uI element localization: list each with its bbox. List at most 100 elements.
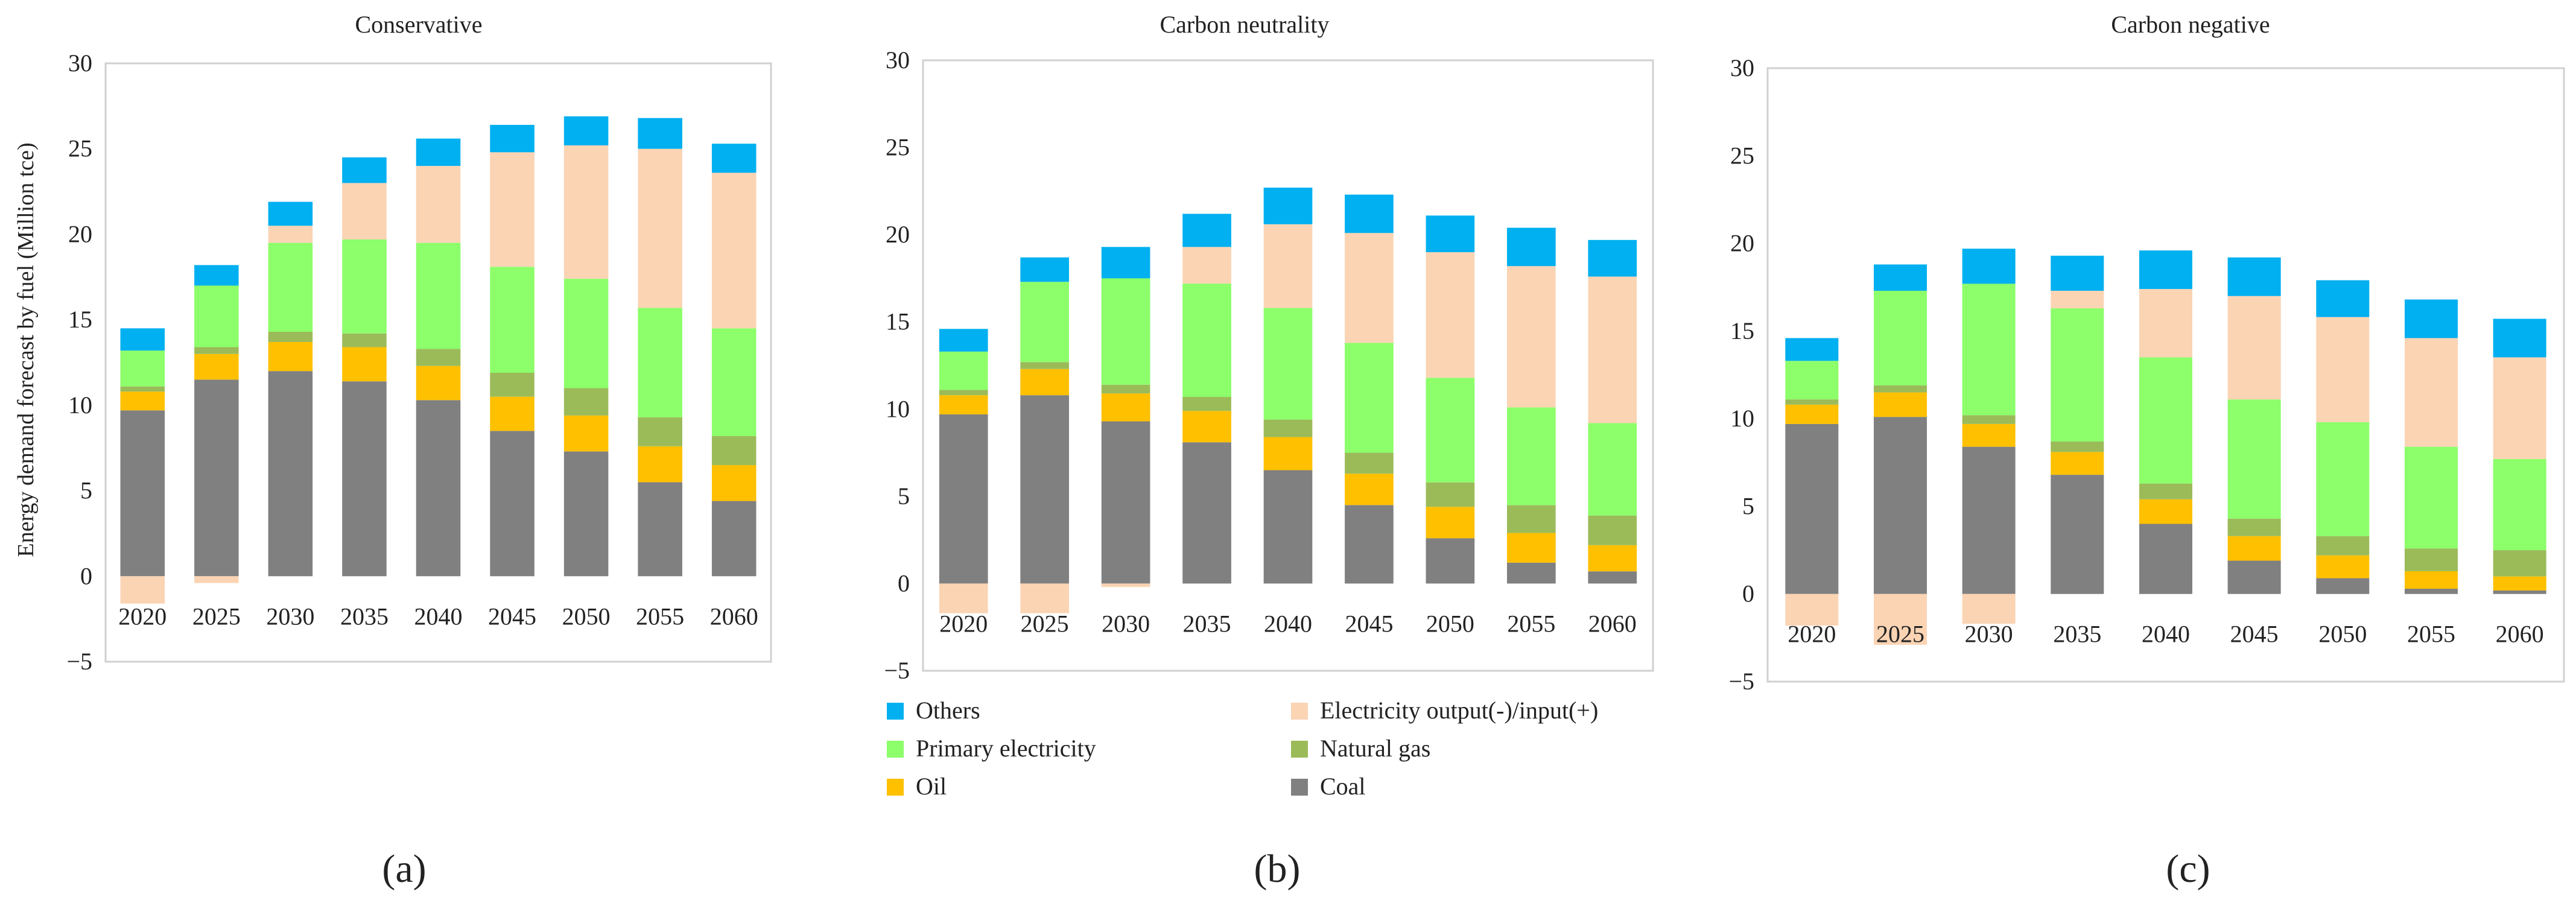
- chart-title: Carbon neutrality: [1160, 11, 1329, 38]
- bar-segment-others-2030: [1962, 249, 2016, 284]
- bar-segment-others-2035: [2051, 255, 2104, 291]
- bar-segment-electricity-output-input-2040: [2139, 289, 2192, 358]
- legend-swatch: [1291, 703, 1308, 720]
- y-tick-label: 30: [886, 46, 910, 74]
- bar-segment-natural-gas-2045: [490, 373, 535, 397]
- bar-segment-natural-gas-2050: [563, 388, 609, 416]
- legend-swatch: [887, 741, 904, 758]
- bar-segment-oil-2020: [1785, 404, 1839, 424]
- chart-title: Carbon negative: [2111, 11, 2270, 38]
- bar-segment-others-2040: [416, 138, 461, 166]
- bar-segment-others-2050: [1426, 215, 1475, 253]
- bar-segment-natural-gas-2045: [1345, 452, 1394, 474]
- bar-segment-natural-gas-2055: [638, 417, 682, 446]
- bar-segment-others-2040: [2139, 250, 2192, 290]
- bar-segment-others-2030: [1101, 247, 1150, 279]
- bar-segment-oil-2020: [120, 391, 165, 411]
- bar-segment-others-2060: [1588, 239, 1637, 277]
- bar-segment-electricity-output-input-2020: [120, 576, 165, 604]
- legend-label: Primary electricity: [916, 735, 1096, 762]
- y-tick-label: 30: [1730, 54, 1754, 81]
- panel-label: (c): [2166, 847, 2210, 891]
- x-tick-label: 2045: [1345, 610, 1393, 637]
- x-tick-label: 2045: [488, 603, 536, 630]
- x-tick-label: 2020: [118, 603, 167, 630]
- y-axis-label: Energy demand forecast by fuel (Million …: [13, 142, 39, 557]
- bar-segment-oil-2020: [939, 395, 988, 414]
- bar-segment-natural-gas-2030: [1101, 384, 1150, 394]
- bar-segment-primary-electricity-2045: [490, 267, 535, 373]
- bar-segment-primary-electricity-2060: [2493, 458, 2546, 551]
- bar-segment-coal-2055: [638, 482, 682, 577]
- x-tick-label: 2050: [1426, 610, 1474, 637]
- x-tick-label: 2045: [2230, 621, 2279, 648]
- bar-segment-coal-2020: [1785, 423, 1839, 594]
- bar-segment-natural-gas-2040: [2139, 483, 2192, 499]
- bar-segment-coal-2030: [1962, 446, 2016, 594]
- y-tick-label: 20: [1730, 230, 1754, 257]
- bar-segment-others-2060: [2493, 318, 2546, 358]
- bar-segment-coal-2055: [2405, 588, 2458, 594]
- bar-segment-natural-gas-2025: [1020, 362, 1069, 369]
- y-tick-label: 0: [898, 569, 910, 597]
- y-tick-label: 30: [68, 49, 92, 77]
- bar-segment-electricity-output-input-2050: [1426, 252, 1475, 378]
- bar-segment-coal-2045: [490, 431, 535, 577]
- x-tick-label: 2020: [939, 610, 988, 637]
- bar-segment-oil-2045: [2227, 536, 2281, 561]
- bar-segment-natural-gas-2035: [342, 333, 387, 347]
- bar-segment-oil-2030: [1101, 393, 1150, 422]
- bar-segment-primary-electricity-2050: [2316, 422, 2370, 536]
- y-tick-label: 10: [886, 395, 910, 422]
- y-tick-label: 15: [886, 308, 910, 335]
- y-tick-label: 5: [1742, 492, 1754, 519]
- bar-segment-primary-electricity-2055: [1507, 407, 1556, 505]
- bar-segment-primary-electricity-2040: [2139, 357, 2192, 484]
- bar-segment-coal-2060: [2493, 590, 2546, 594]
- bar-segment-electricity-output-input-2045: [2227, 296, 2281, 400]
- x-tick-label: 2060: [2496, 621, 2544, 648]
- legend-label: Electricity output(-)/input(+): [1320, 697, 1598, 724]
- bar-segment-natural-gas-2040: [416, 349, 461, 366]
- legend-swatch: [887, 779, 904, 796]
- bar-segment-coal-2060: [711, 501, 757, 577]
- bar-segment-natural-gas-2020: [120, 386, 165, 392]
- legend-item-gas: Natural gas: [1291, 735, 1430, 762]
- bar-segment-primary-electricity-2035: [2051, 308, 2104, 442]
- x-tick-label: 2055: [636, 603, 684, 630]
- legend-swatch: [1291, 779, 1308, 796]
- bar-segment-primary-electricity-2050: [1426, 378, 1475, 483]
- x-tick-label: 2060: [710, 603, 758, 630]
- bar-segment-primary-electricity-2060: [1588, 423, 1637, 516]
- x-tick-label: 2040: [414, 603, 463, 630]
- bar-segment-primary-electricity-2045: [2227, 399, 2281, 519]
- bar-segment-others-2045: [490, 125, 535, 153]
- bar-segment-oil-2060: [711, 465, 757, 501]
- y-tick-label: 25: [68, 135, 92, 162]
- bar-segment-natural-gas-2030: [1962, 415, 2016, 424]
- bar-segment-coal-2040: [416, 400, 461, 577]
- bar-segment-electricity-output-input-2055: [638, 148, 682, 308]
- bar-segment-natural-gas-2045: [2227, 518, 2281, 536]
- bar-segment-others-2035: [342, 157, 387, 183]
- legend-swatch: [887, 703, 904, 720]
- legend-swatch: [1291, 741, 1308, 758]
- bar-segment-coal-2040: [1263, 470, 1313, 584]
- y-tick-label: 10: [1730, 405, 1754, 432]
- bar-segment-coal-2045: [2227, 560, 2281, 594]
- x-tick-label: 2035: [1183, 610, 1231, 637]
- bar-segment-natural-gas-2035: [1182, 397, 1231, 411]
- bar-segment-others-2045: [2227, 257, 2281, 296]
- y-tick-label: 5: [898, 483, 910, 510]
- x-tick-label: 2040: [1264, 610, 1312, 637]
- bar-segment-coal-2045: [1345, 505, 1394, 584]
- bar-segment-natural-gas-2060: [2493, 550, 2546, 577]
- bar-segment-electricity-output-input-2060: [1588, 276, 1637, 423]
- bar-segment-oil-2035: [1182, 411, 1231, 443]
- bar-segment-natural-gas-2055: [2405, 548, 2458, 571]
- bar-segment-natural-gas-2025: [1874, 385, 1927, 393]
- x-tick-label: 2025: [192, 603, 241, 630]
- x-tick-label: 2025: [1021, 610, 1069, 637]
- bar-segment-oil-2030: [268, 341, 313, 372]
